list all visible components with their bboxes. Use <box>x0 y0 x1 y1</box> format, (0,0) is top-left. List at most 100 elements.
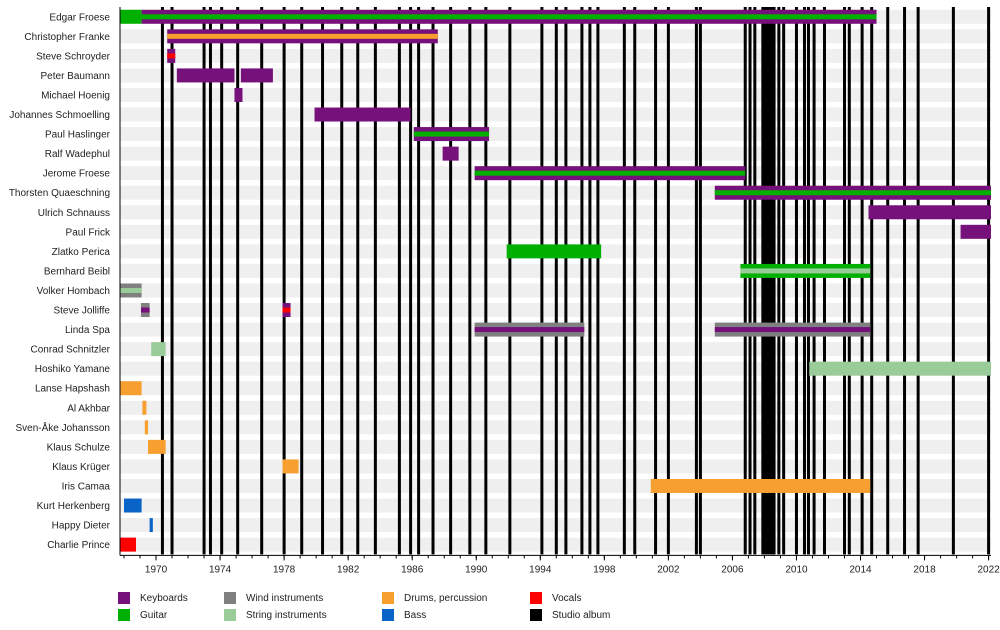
member-bar <box>868 205 991 220</box>
member-name: Klaus Krüger <box>52 462 110 473</box>
legend-swatch <box>224 592 236 604</box>
member-bar <box>442 146 459 161</box>
x-tick-label: 1994 <box>529 564 552 575</box>
member-bar <box>960 224 991 239</box>
x-tick-label: 2002 <box>657 564 680 575</box>
x-tick-label: 1970 <box>145 564 168 575</box>
member-name: Paul Haslinger <box>45 130 111 141</box>
member-bar <box>120 9 142 24</box>
member-bar-stripe <box>282 307 291 313</box>
legend: Keyboards Guitar Wind instruments String in… <box>118 592 718 628</box>
member-bar <box>314 107 411 122</box>
member-name: Peter Baumann <box>41 71 111 82</box>
legend-swatch <box>530 592 542 604</box>
member-name: Linda Spa <box>65 325 110 336</box>
member-bar <box>809 361 991 376</box>
member-bar-stripe <box>141 14 877 20</box>
member-bar <box>282 459 299 474</box>
legend-label: Bass <box>404 609 427 621</box>
member-name: Lanse Hapshash <box>35 384 110 395</box>
member-name: Jerome Froese <box>43 169 111 180</box>
member-bar-stripe <box>714 190 991 196</box>
member-name: Happy Dieter <box>52 521 111 532</box>
member-bar <box>142 400 147 415</box>
member-bar <box>144 420 149 435</box>
legend-item-wind: Wind instruments <box>224 592 323 604</box>
legend-item-keyboards: Keyboards <box>118 592 188 604</box>
legend-swatch <box>118 609 130 621</box>
legend-item-strings: String instruments <box>224 609 327 621</box>
member-name: Hoshiko Yamane <box>35 364 111 375</box>
x-tick-label: 1986 <box>401 564 424 575</box>
legend-label: String instruments <box>246 609 327 621</box>
x-tick-label: 2010 <box>785 564 808 575</box>
member-name: Christopher Franke <box>24 32 110 43</box>
member-bar <box>176 68 235 83</box>
member-bar-stripe <box>140 307 150 313</box>
legend-label: Drums, percussion <box>404 592 488 604</box>
member-name: Volker Hombach <box>37 286 110 297</box>
member-name: Bernhard Beibl <box>44 266 110 277</box>
member-bar <box>148 439 166 454</box>
legend-swatch <box>382 609 394 621</box>
legend-item-album: Studio album <box>530 609 610 621</box>
member-bar <box>506 244 602 259</box>
member-name: Conrad Schnitzler <box>31 345 111 356</box>
member-name: Klaus Schulze <box>47 442 111 453</box>
member-name: Steve Schroyder <box>36 51 111 62</box>
x-tick-label: 1974 <box>209 564 232 575</box>
member-name: Paul Frick <box>66 227 111 238</box>
member-bar-stripe <box>167 53 176 59</box>
member-bar <box>240 68 273 83</box>
member-bar <box>234 87 243 102</box>
member-name: Ulrich Schnauss <box>38 208 110 219</box>
member-bar-stripe <box>413 131 490 137</box>
member-name: Thorsten Quaeschning <box>9 188 110 199</box>
legend-label: Studio album <box>552 609 611 621</box>
member-bar-stripe <box>120 287 142 293</box>
legend-label: Keyboards <box>140 592 188 604</box>
x-tick-label: 2014 <box>849 564 872 575</box>
member-name: Al Akhbar <box>67 403 110 414</box>
member-bar <box>120 381 142 396</box>
member-name: Sven-Åke Johansson <box>15 421 110 434</box>
legend-swatch <box>530 609 542 621</box>
x-tick-label: 1978 <box>273 564 296 575</box>
member-name: Johannes Schmoelling <box>9 110 110 121</box>
member-name: Kurt Herkenberg <box>37 501 110 512</box>
member-name: Iris Camaa <box>62 481 111 492</box>
member-name: Zlatko Perica <box>52 247 111 258</box>
member-bar <box>650 478 871 493</box>
x-tick-label: 1998 <box>593 564 616 575</box>
member-name: Edgar Froese <box>49 12 110 23</box>
member-names: Edgar Froese Christopher Franke Steve Schr… <box>9 12 111 551</box>
legend-swatch <box>382 592 394 604</box>
member-name: Charlie Prince <box>47 540 110 551</box>
timeline-chart: Edgar Froese Christopher Franke Steve Schr… <box>9 7 1000 575</box>
legend-item-drums: Drums, percussion <box>382 592 487 604</box>
member-bar-stripe <box>167 33 438 39</box>
x-tick-label: 2006 <box>721 564 744 575</box>
x-axis: 1970 1974 1978 1982 1986 1990 1994 1998 2002 2006… <box>119 7 1000 575</box>
member-bar <box>149 518 153 533</box>
legend-swatch <box>224 609 236 621</box>
x-tick-label: 1982 <box>337 564 360 575</box>
legend-label: Vocals <box>552 592 582 604</box>
member-bar <box>151 342 166 357</box>
member-bars <box>120 9 991 552</box>
member-name: Ralf Wadephul <box>45 149 110 160</box>
legend-label: Wind instruments <box>246 592 324 604</box>
member-bar-stripe <box>474 327 585 333</box>
member-bar <box>120 537 137 552</box>
legend-item-bass: Bass <box>382 609 426 621</box>
legend-item-vocals: Vocals <box>530 592 581 604</box>
x-tick-label: 2022 <box>977 564 1000 575</box>
member-bar-stripe <box>474 170 746 176</box>
album-lines <box>160 7 991 555</box>
x-tick-label: 2018 <box>913 564 936 575</box>
member-bar <box>124 498 142 513</box>
member-bar-stripe <box>714 327 871 333</box>
member-bar-stripe <box>740 268 871 274</box>
legend-item-guitar: Guitar <box>118 609 167 621</box>
x-tick-label: 1990 <box>465 564 488 575</box>
